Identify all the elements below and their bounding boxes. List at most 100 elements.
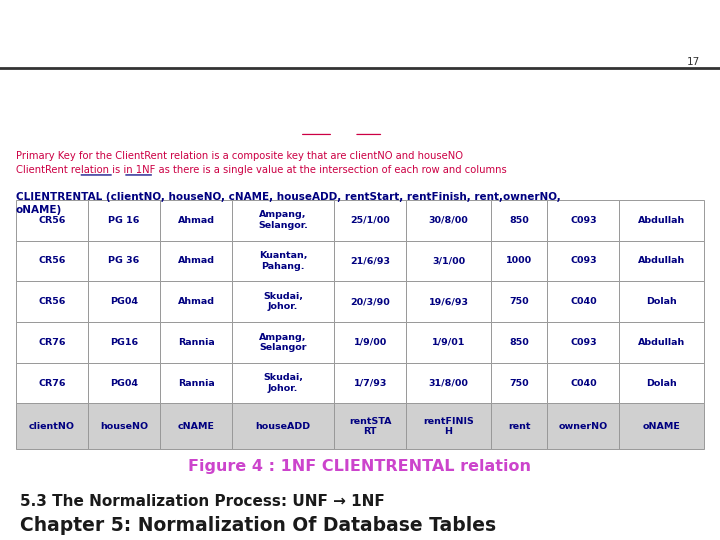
Text: C040: C040 xyxy=(570,379,597,388)
Bar xyxy=(16,363,88,403)
Bar xyxy=(406,281,491,322)
Text: 17: 17 xyxy=(687,57,700,67)
Text: rentSTA
RT: rentSTA RT xyxy=(349,417,392,436)
Text: 5.3 The Normalization Process: UNF → 1NF: 5.3 The Normalization Process: UNF → 1NF xyxy=(20,494,385,509)
Text: 30/8/00: 30/8/00 xyxy=(428,215,469,225)
Bar xyxy=(233,200,334,240)
Text: Skudai,
Johor.: Skudai, Johor. xyxy=(264,292,303,311)
Bar xyxy=(406,403,491,449)
Bar xyxy=(88,200,160,240)
Bar xyxy=(619,200,704,240)
Text: 1/7/93: 1/7/93 xyxy=(354,379,387,388)
Text: 19/6/93: 19/6/93 xyxy=(428,297,469,306)
Bar xyxy=(334,240,406,281)
Bar xyxy=(160,240,233,281)
Bar xyxy=(233,403,334,449)
Bar xyxy=(547,363,619,403)
Bar xyxy=(88,281,160,322)
Bar xyxy=(334,200,406,240)
Bar xyxy=(16,322,88,363)
Bar xyxy=(619,363,704,403)
Text: CR76: CR76 xyxy=(38,338,66,347)
Bar xyxy=(16,200,88,240)
Text: PG 36: PG 36 xyxy=(109,256,140,265)
Bar xyxy=(406,363,491,403)
Text: Abdullah: Abdullah xyxy=(638,338,685,347)
Text: Abdullah: Abdullah xyxy=(638,256,685,265)
Text: CR56: CR56 xyxy=(38,297,66,306)
Text: rentFINIS
H: rentFINIS H xyxy=(423,417,474,436)
Text: 850: 850 xyxy=(509,338,529,347)
Bar xyxy=(491,281,547,322)
Text: houseADD: houseADD xyxy=(256,422,311,431)
Text: Kuantan,
Pahang.: Kuantan, Pahang. xyxy=(259,251,307,271)
Text: Ahmad: Ahmad xyxy=(178,297,215,306)
Text: Skudai,
Johor.: Skudai, Johor. xyxy=(264,373,303,393)
Bar xyxy=(547,403,619,449)
Text: PG 16: PG 16 xyxy=(108,215,140,225)
Bar xyxy=(16,240,88,281)
Bar xyxy=(491,363,547,403)
Text: Abdullah: Abdullah xyxy=(638,215,685,225)
Bar xyxy=(547,322,619,363)
Text: PG16: PG16 xyxy=(110,338,138,347)
Text: CR56: CR56 xyxy=(38,256,66,265)
Bar xyxy=(88,403,160,449)
Bar xyxy=(88,322,160,363)
Bar xyxy=(406,322,491,363)
Text: Primary Key for the ClientRent relation is a composite key that are clientNO and: Primary Key for the ClientRent relation … xyxy=(16,151,507,175)
Text: CLIENTRENTAL (clientNO, houseNO, cNAME, houseADD, rentStart, rentFinish, rent,ow: CLIENTRENTAL (clientNO, houseNO, cNAME, … xyxy=(16,192,561,215)
Bar xyxy=(619,281,704,322)
Bar xyxy=(491,403,547,449)
Text: Figure 4 : 1NF CLIENTRENTAL relation: Figure 4 : 1NF CLIENTRENTAL relation xyxy=(189,459,531,474)
Text: CR76: CR76 xyxy=(38,379,66,388)
Bar xyxy=(16,281,88,322)
Text: 31/8/00: 31/8/00 xyxy=(428,379,469,388)
Text: C040: C040 xyxy=(570,297,597,306)
Text: cNAME: cNAME xyxy=(178,422,215,431)
Text: 750: 750 xyxy=(509,379,529,388)
Bar xyxy=(491,200,547,240)
Text: clientNO: clientNO xyxy=(29,422,75,431)
Bar xyxy=(88,240,160,281)
Bar xyxy=(406,240,491,281)
Text: houseNO: houseNO xyxy=(100,422,148,431)
Text: Dolah: Dolah xyxy=(647,297,678,306)
Text: C093: C093 xyxy=(570,256,597,265)
Bar xyxy=(547,281,619,322)
Text: PG04: PG04 xyxy=(110,297,138,306)
Text: Ahmad: Ahmad xyxy=(178,215,215,225)
Text: PG04: PG04 xyxy=(110,379,138,388)
Bar xyxy=(491,322,547,363)
Bar xyxy=(619,322,704,363)
Text: Chapter 5: Normalization Of Database Tables: Chapter 5: Normalization Of Database Tab… xyxy=(20,516,496,535)
Text: 21/6/93: 21/6/93 xyxy=(350,256,390,265)
Bar xyxy=(406,200,491,240)
Bar xyxy=(160,363,233,403)
Bar xyxy=(233,281,334,322)
Bar xyxy=(619,240,704,281)
Bar xyxy=(160,322,233,363)
Text: ownerNO: ownerNO xyxy=(559,422,608,431)
Bar xyxy=(334,403,406,449)
Bar xyxy=(233,363,334,403)
Text: rent: rent xyxy=(508,422,531,431)
Bar xyxy=(491,240,547,281)
Text: Ahmad: Ahmad xyxy=(178,256,215,265)
Text: Dolah: Dolah xyxy=(647,379,678,388)
Bar xyxy=(160,281,233,322)
Text: 750: 750 xyxy=(509,297,529,306)
Text: 20/3/90: 20/3/90 xyxy=(351,297,390,306)
Bar xyxy=(619,403,704,449)
Text: C093: C093 xyxy=(570,215,597,225)
Text: Ampang,
Selangor.: Ampang, Selangor. xyxy=(258,211,308,230)
Text: 3/1/00: 3/1/00 xyxy=(432,256,465,265)
Text: 1000: 1000 xyxy=(506,256,532,265)
Text: CR56: CR56 xyxy=(38,215,66,225)
Text: 1/9/00: 1/9/00 xyxy=(354,338,387,347)
Text: Rannia: Rannia xyxy=(178,338,215,347)
Text: Rannia: Rannia xyxy=(178,379,215,388)
Bar xyxy=(160,403,233,449)
Bar xyxy=(16,403,88,449)
Bar xyxy=(160,200,233,240)
